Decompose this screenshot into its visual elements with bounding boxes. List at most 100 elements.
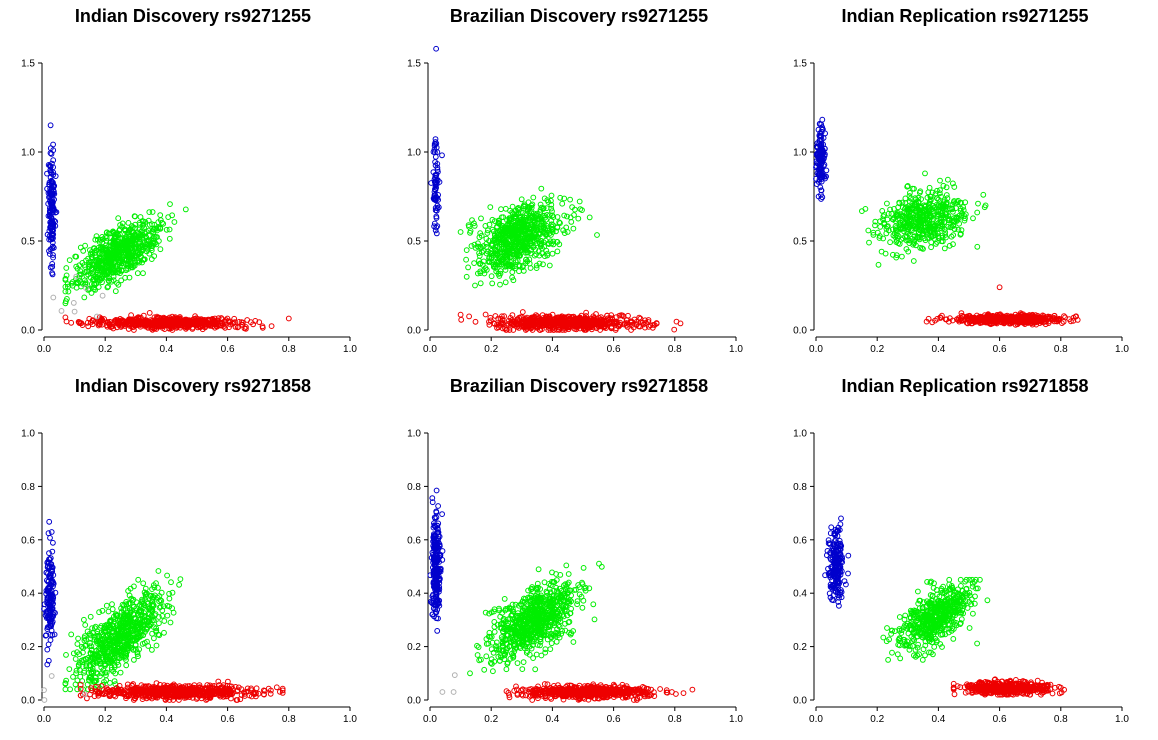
data-point [525,249,532,256]
data-point [433,230,440,237]
data-point [492,313,499,319]
data-point [478,215,484,222]
data-point [94,313,100,320]
data-point [243,325,249,332]
data-point [891,206,897,212]
data-point [521,226,527,233]
data-point [899,199,906,206]
data-point [922,224,929,231]
data-point [575,215,582,222]
data-point [157,246,164,253]
data-point [248,319,254,326]
data-point [947,315,953,322]
data-point [162,321,169,327]
data-point [898,253,905,260]
data-point [533,223,540,229]
data-point [285,315,292,322]
data-point [567,196,574,203]
data-point [131,657,137,663]
data-point [73,670,79,677]
scatter-plot: 0.0 0.2 0.4 0.6 0.8 1.00.00.51.01.5 [793,59,1129,356]
data-point [1000,316,1007,323]
data-point [188,321,195,327]
data-point [146,237,153,244]
data-point [1026,318,1033,324]
y-tick-label: 1.5 [407,59,421,70]
data-point [539,250,545,257]
data-point [929,319,936,326]
data-point [502,267,509,273]
data-point [156,632,163,639]
data-point [955,197,962,204]
data-point [432,162,439,169]
data-point [92,677,99,684]
data-point [819,147,825,154]
data-point [97,250,103,257]
data-point [161,618,168,624]
data-point [984,315,991,321]
data-point [91,633,97,640]
data-point [104,658,111,665]
data-point [90,277,96,283]
data-point [533,265,540,272]
data-point [177,576,184,583]
data-point [489,280,496,287]
data-point [107,653,114,659]
data-point [486,259,493,265]
data-point [536,260,543,267]
data-point [492,246,499,253]
data-point [108,278,115,285]
data-point [109,255,116,262]
y-tick-label: 0.0 [793,326,807,337]
data-point [486,221,493,228]
data-point [992,316,999,323]
data-point [49,219,55,226]
data-point [492,264,499,271]
data-point [149,617,156,624]
data-point [89,625,95,632]
data-point [45,585,51,592]
y-tick-label: 1.0 [407,148,421,159]
data-point [92,623,99,630]
data-point [958,199,964,206]
data-point [50,206,57,213]
data-point [471,223,478,229]
data-point [476,234,483,241]
data-point [103,242,109,249]
data-point [92,318,99,325]
data-point [116,655,123,662]
data-point [561,230,568,237]
data-point [42,632,49,639]
data-point [961,316,968,323]
data-point [513,238,520,245]
data-point [564,321,570,328]
data-point [928,244,935,251]
data-point [929,206,936,212]
data-point [226,324,232,331]
data-point [582,317,588,324]
data-point [627,318,634,325]
data-point [124,263,131,269]
data-point [68,631,75,638]
data-point [498,239,505,246]
data-point [966,312,973,319]
data-point [89,318,96,324]
data-point [101,642,108,649]
data-point [63,677,69,684]
data-point [433,215,440,221]
data-point [127,607,134,613]
data-point [185,319,191,326]
data-point [941,245,948,252]
data-point [932,229,938,236]
data-point [97,321,103,328]
data-point [98,254,104,261]
data-point [893,211,900,218]
data-point [82,269,89,276]
data-point [882,250,889,257]
scatter-plot: 0.0 0.2 0.4 0.6 0.8 1.00.00.51.01.5 [21,59,357,356]
data-point [469,217,475,224]
data-point [911,237,918,243]
data-point [62,288,69,295]
data-point [1034,313,1041,319]
data-point [102,622,108,629]
